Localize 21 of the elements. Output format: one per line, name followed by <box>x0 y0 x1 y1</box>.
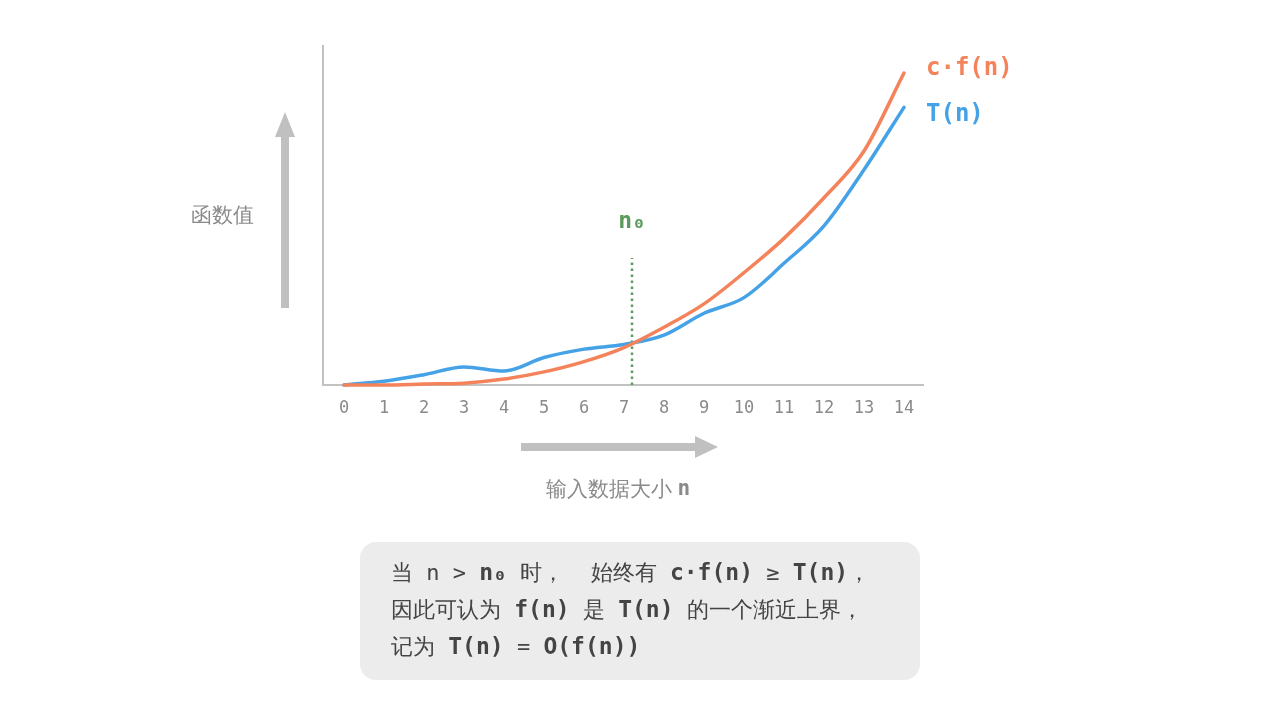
x-axis-title: 输入数据大小 n <box>545 476 691 500</box>
series-label: T(n) <box>926 99 984 128</box>
series-label: c·f(n) <box>926 53 1013 82</box>
x-tick-label: 12 <box>813 397 835 417</box>
x-tick-label: 1 <box>378 397 390 417</box>
x-tick-label: 5 <box>538 397 550 417</box>
x-tick-label: 0 <box>338 397 350 417</box>
y-axis-title: 函数值 <box>190 202 254 226</box>
x-tick-label: 7 <box>618 397 630 417</box>
x-tick-label: 2 <box>418 397 430 417</box>
x-tick-label: 9 <box>698 397 710 417</box>
x-tick-label: 10 <box>733 397 755 417</box>
x-tick-label: 6 <box>578 397 590 417</box>
x-tick-label: 8 <box>658 397 670 417</box>
x-tick-label: 3 <box>458 397 470 417</box>
x-tick-label: 13 <box>853 397 875 417</box>
x-tick-label: 4 <box>498 397 510 417</box>
x-tick-label: 11 <box>773 397 795 417</box>
text: 当 n > n₀ 时， 始终有 c·f(n) ≥ T(n)，因此可认为 f(n) 是 T(n) 的一个渐近上界，记为 T(n) = O(f(n)) <box>391 559 871 659</box>
ref-line-label: n₀ <box>618 207 646 233</box>
x-tick-label: 14 <box>893 397 915 417</box>
